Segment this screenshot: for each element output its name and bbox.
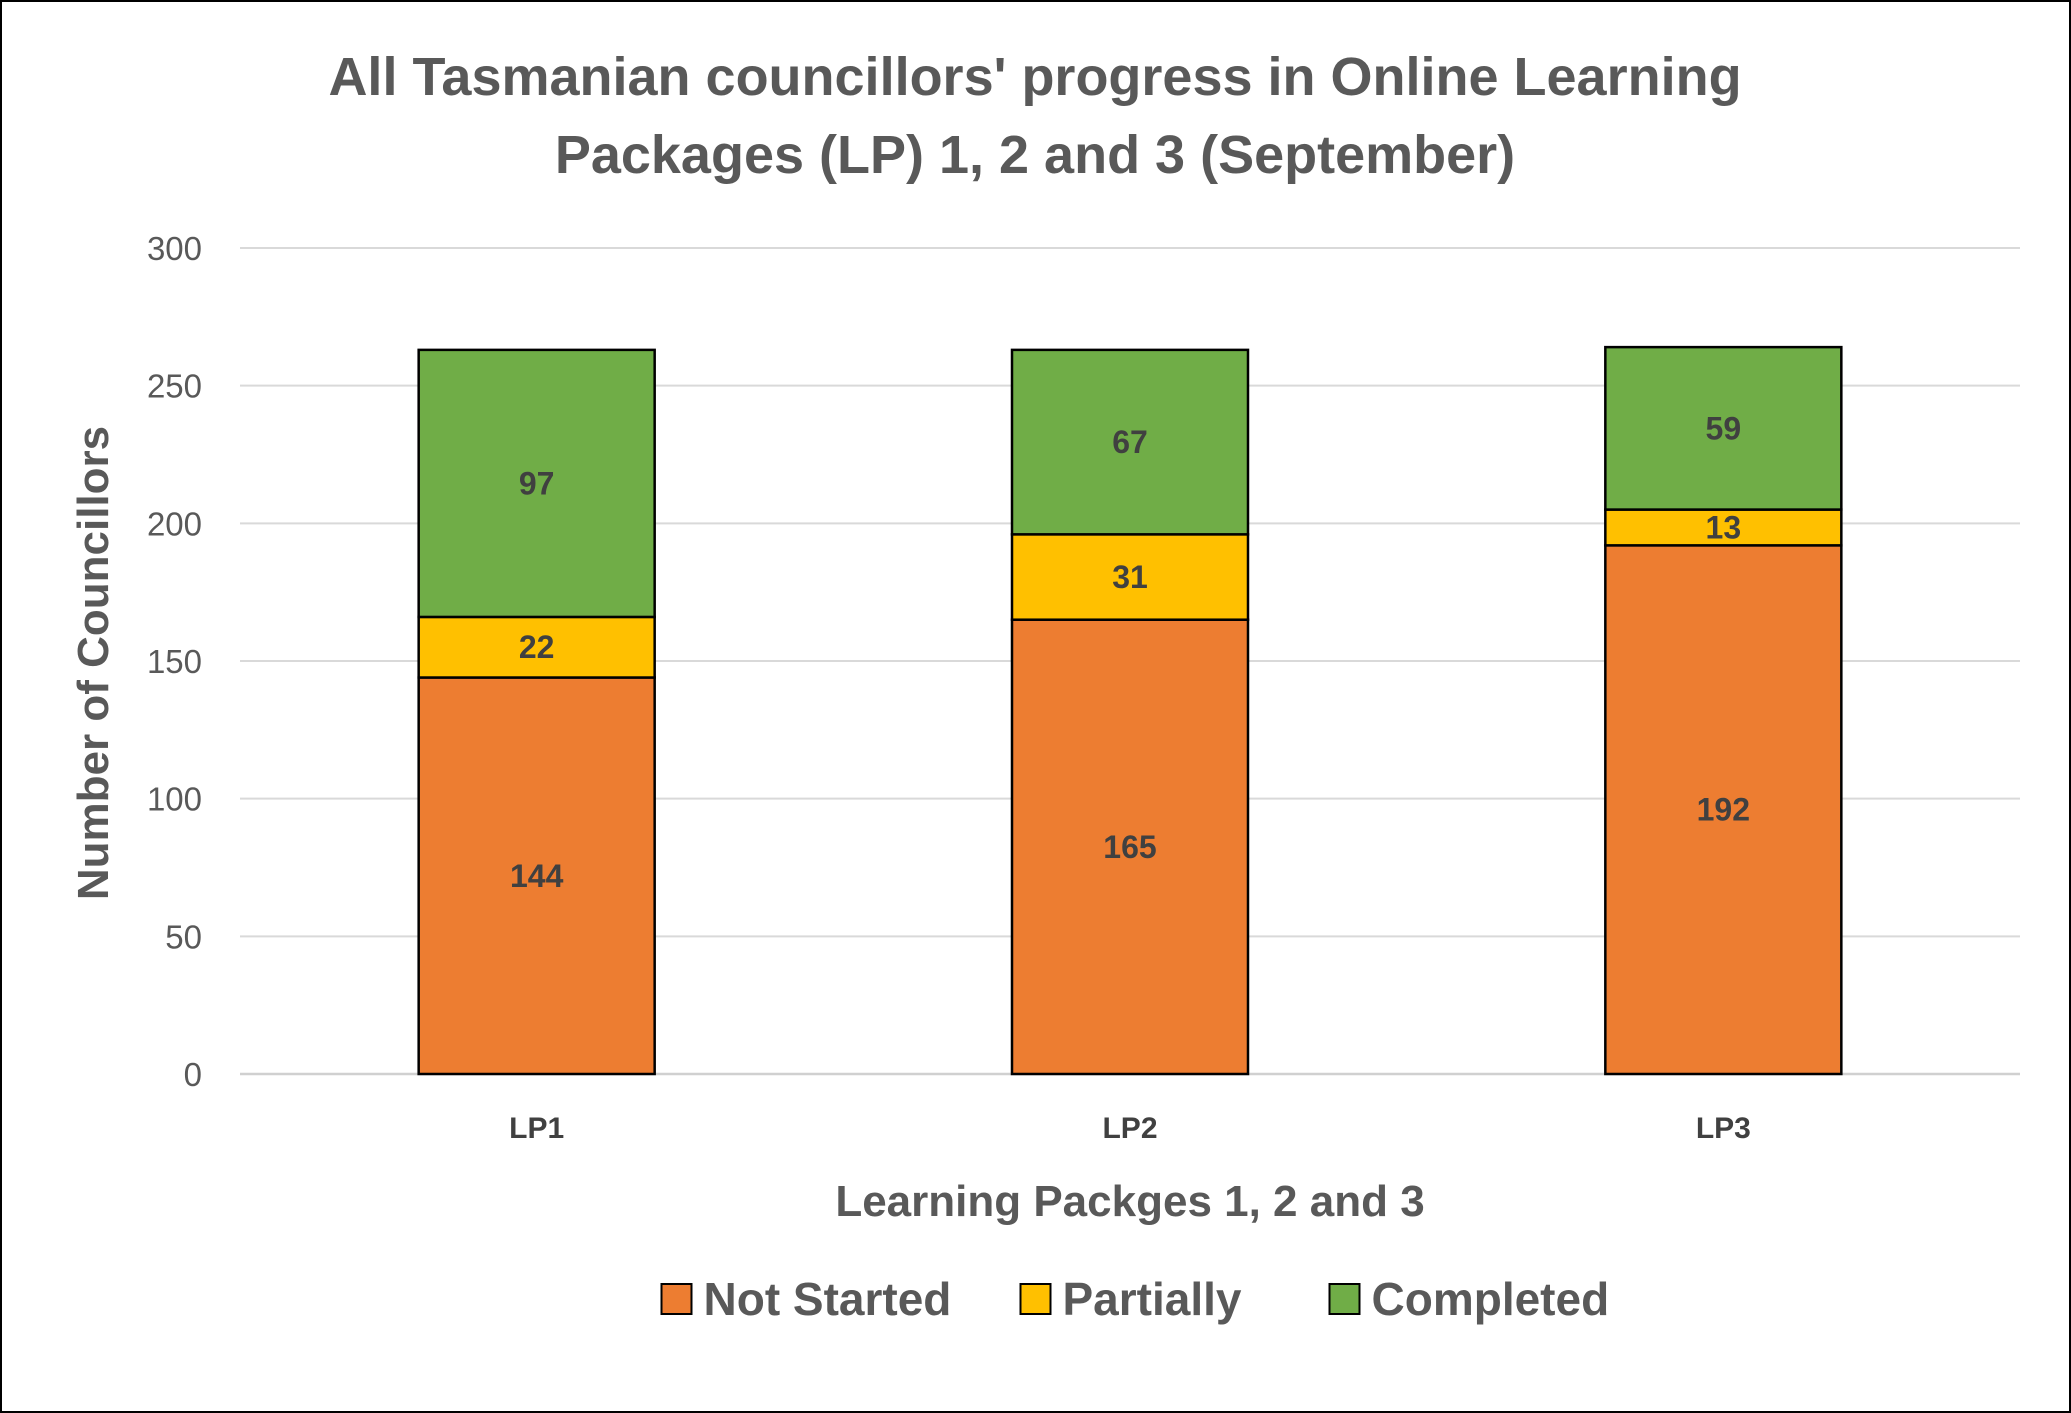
- legend-label: Partially: [1063, 1273, 1242, 1325]
- x-tick-label: LP3: [1696, 1112, 1751, 1145]
- legend-swatch-completed: [1328, 1283, 1361, 1315]
- chart-title-line-1: All Tasmanian councillors' progress in O…: [328, 47, 1741, 107]
- bar-lp2-not-started: [1010, 618, 1250, 1076]
- y-tick-label: 300: [147, 230, 202, 267]
- bar-lp1-not-started: [417, 676, 656, 1076]
- chart-title-line-2: Packages (LP) 1, 2 and 3 (September): [555, 125, 1515, 185]
- legend-label: Completed: [1372, 1273, 1610, 1325]
- legend-swatch-not-started: [660, 1283, 693, 1315]
- y-tick-label: 250: [147, 368, 202, 405]
- data-labels: 144 22 97 165 31 67 192 13 59: [510, 410, 1750, 893]
- x-tick-label: LP1: [509, 1112, 564, 1145]
- data-label: 31: [1112, 559, 1148, 595]
- data-label: 22: [519, 629, 555, 665]
- data-label: 97: [519, 465, 555, 501]
- legend-swatch-partially: [1019, 1283, 1052, 1315]
- bar-lp1-partially: [417, 615, 656, 679]
- chart-title: All Tasmanian councillors' progress in O…: [328, 47, 1741, 185]
- y-tick-label: 150: [147, 643, 202, 680]
- legend-label: Not Started: [704, 1273, 952, 1325]
- bar-lp2-completed: [1010, 348, 1250, 536]
- y-tick-label: 0: [184, 1056, 202, 1093]
- bars: [417, 345, 1843, 1076]
- x-axis-ticks: LP1 LP2 LP3: [509, 1112, 1751, 1145]
- y-axis-ticks: 0 50 100 150 200 250 300: [147, 230, 202, 1093]
- bar-lp2-partially: [1010, 533, 1250, 621]
- data-label: 59: [1706, 410, 1742, 446]
- legend: Not Started Partially Completed: [660, 1273, 1610, 1325]
- bar-lp3-not-started: [1604, 544, 1843, 1076]
- x-tick-label: LP2: [1102, 1112, 1157, 1145]
- y-tick-label: 200: [147, 505, 202, 542]
- y-tick-label: 100: [147, 781, 202, 818]
- y-tick-label: 50: [165, 918, 202, 955]
- bar-lp3-completed: [1604, 345, 1843, 511]
- data-label: 165: [1103, 829, 1156, 865]
- data-label: 13: [1706, 509, 1742, 545]
- data-label: 192: [1697, 792, 1750, 828]
- bar-lp3-partially: [1604, 508, 1843, 547]
- data-label: 67: [1112, 424, 1148, 460]
- bar-lp1-completed: [417, 348, 656, 619]
- y-axis-title: Number of Councillors: [69, 426, 118, 900]
- data-label: 144: [510, 858, 564, 894]
- x-axis-title: Learning Packges 1, 2 and 3: [835, 1177, 1424, 1226]
